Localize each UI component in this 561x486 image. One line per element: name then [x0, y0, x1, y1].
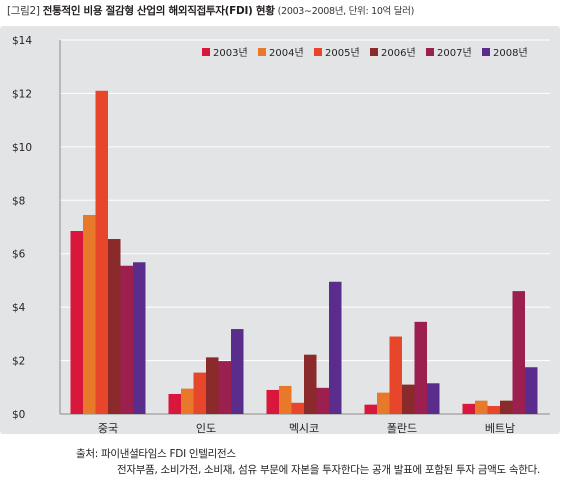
y-tick-label: $0 — [12, 409, 25, 421]
legend-swatch — [202, 48, 210, 56]
y-axis: $0 $2 $4 $6 $8 $10 $12 $14 — [12, 35, 61, 421]
bar — [462, 403, 475, 414]
legend-item: 2005년 — [314, 47, 360, 59]
bar — [83, 214, 96, 414]
y-tick-label: $10 — [12, 142, 32, 154]
bar — [427, 383, 440, 414]
y-tick-label: $12 — [12, 88, 32, 100]
legend-item: 2007년 — [426, 47, 472, 59]
bar — [168, 393, 181, 414]
bar — [414, 321, 427, 414]
legend: 2003년 2004년 2005년 2006년 2007년 2008년 — [202, 47, 528, 59]
legend-label: 2005년 — [325, 47, 360, 59]
bar — [291, 402, 304, 414]
bar — [304, 354, 317, 414]
x-tick-label: 베트남 — [485, 422, 515, 435]
legend-swatch — [426, 48, 434, 56]
figure-title-line: [그림2] 전통적인 비용 절감형 산업의 해외직접투자(FDI) 현황 (20… — [7, 3, 414, 18]
bar — [475, 400, 488, 414]
bar-group — [364, 321, 440, 414]
chart-subtitle: (2003∼2008년, 단위: 10억 달러) — [277, 6, 415, 17]
bar — [193, 372, 206, 414]
bar — [389, 336, 402, 414]
bar — [279, 385, 292, 414]
source-note: 출처: 파이낸셜타임스 FDI 인텔리전스 전자부품, 소비가전, 소비재, 섬… — [76, 446, 540, 478]
bar-group — [266, 281, 342, 414]
bar — [231, 329, 244, 414]
legend-swatch — [314, 48, 322, 56]
bar-chart: $0$2$4$6$8$10$12$14 중국 인도 멕시코 폴란드 베트남 2003년 2… — [12, 35, 550, 435]
x-tick-label: 멕시코 — [289, 422, 319, 435]
bar-group — [462, 291, 538, 414]
figure-label: [그림2] — [7, 5, 40, 17]
y-tick-label: $6 — [12, 249, 26, 261]
bar — [402, 384, 415, 414]
legend-label: 2007년 — [437, 47, 472, 59]
legend-item: 2006년 — [370, 47, 416, 59]
y-tick-label: $8 — [12, 195, 25, 207]
bar — [316, 387, 329, 414]
legend-swatch — [370, 48, 378, 56]
legend-label: 2004년 — [269, 47, 304, 59]
x-tick-label: 중국 — [98, 422, 118, 435]
y-tick-label: $14 — [12, 35, 32, 47]
chart-title: 전통적인 비용 절감형 산업의 해외직접투자(FDI) 현황 — [42, 5, 275, 17]
bar — [120, 265, 133, 414]
bar — [377, 392, 390, 414]
gridlines — [60, 39, 550, 415]
x-axis: 중국 인도 멕시코 폴란드 베트남 — [98, 422, 515, 435]
bar — [329, 281, 342, 414]
bar — [512, 291, 525, 414]
bar-group — [168, 329, 244, 414]
legend-label: 2003년 — [213, 47, 248, 59]
x-tick-label: 폴란드 — [387, 422, 417, 435]
bar — [218, 361, 231, 414]
legend-item: 2008년 — [482, 47, 528, 59]
legend-swatch — [482, 48, 490, 56]
x-tick-label: 인도 — [196, 422, 216, 435]
y-tick-label: $2 — [12, 356, 25, 368]
bar — [108, 239, 121, 414]
bar-group — [70, 90, 146, 414]
bar — [95, 90, 108, 414]
bar — [181, 388, 194, 414]
bar — [364, 404, 377, 414]
legend-label: 2008년 — [493, 47, 528, 59]
legend-label: 2006년 — [381, 47, 416, 59]
legend-item: 2003년 — [202, 47, 248, 59]
bar — [133, 262, 146, 414]
legend-swatch — [258, 48, 266, 56]
bar — [525, 367, 538, 414]
bar — [500, 400, 513, 414]
bar — [206, 357, 219, 414]
bar — [266, 389, 279, 414]
y-tick-label: $4 — [12, 302, 26, 314]
bar — [70, 231, 83, 414]
source-line: 출처: 파이낸셜타임스 FDI 인텔리전스 — [76, 448, 236, 460]
legend-item: 2004년 — [258, 47, 304, 59]
bars — [70, 90, 538, 414]
bar — [487, 405, 500, 414]
source-footnote: 전자부품, 소비가전, 소비재, 섬유 부문에 자본을 투자한다는 공개 발표에… — [117, 464, 541, 476]
